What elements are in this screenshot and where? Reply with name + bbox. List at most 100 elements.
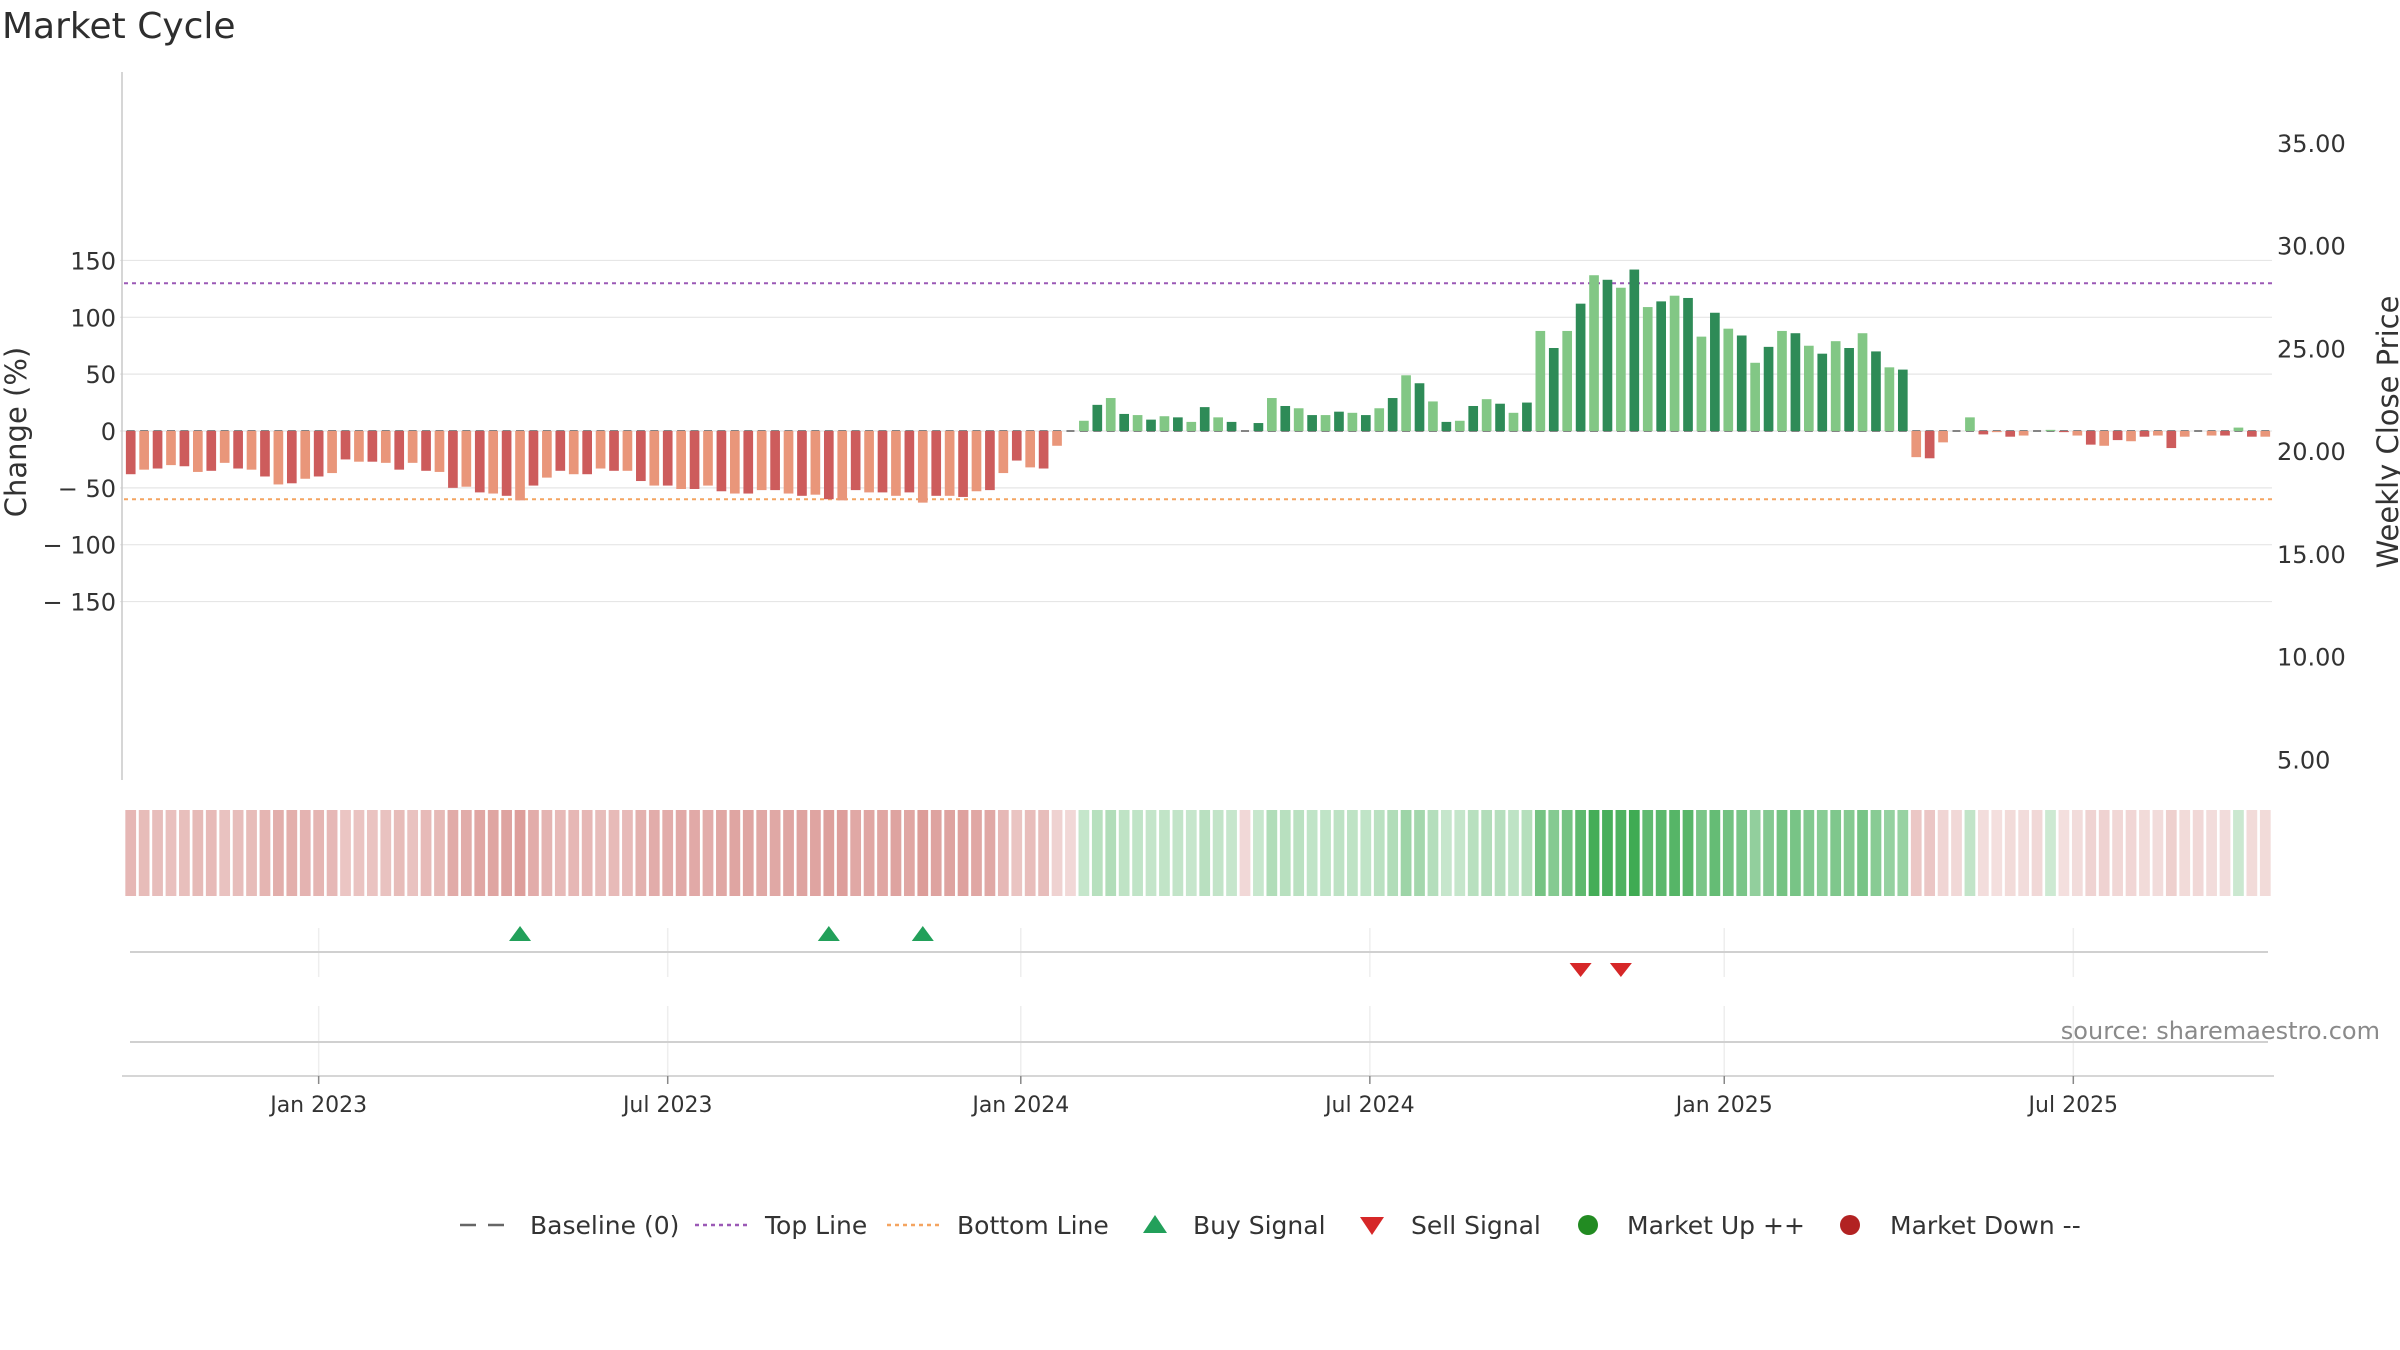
- left-tick-label: 0: [101, 418, 116, 446]
- change-bar: [622, 431, 633, 471]
- heat-cell: [1481, 810, 1493, 896]
- change-bar: [1763, 346, 1774, 431]
- change-bar: [166, 431, 176, 466]
- heat-cell: [1159, 810, 1170, 896]
- right-axis-ticks: 35.00 30.00 25.00 20.00 15.00 10.00 5.00: [2277, 130, 2346, 775]
- heat-cell: [622, 810, 633, 896]
- change-bar: [340, 431, 351, 460]
- heat-cell: [1293, 810, 1305, 896]
- sell-signal-marker: [1609, 963, 1632, 977]
- change-bar: [1924, 431, 1935, 459]
- bars: [125, 269, 2271, 503]
- heat-cell: [1132, 810, 1143, 896]
- heat-cell: [1427, 810, 1439, 896]
- heat-cell: [1843, 810, 1855, 896]
- legend-swatch-market-down-icon: [1840, 1215, 1860, 1235]
- heat-cell: [2192, 810, 2204, 896]
- change-bar: [367, 431, 378, 462]
- right-tick-label: 15.00: [2277, 541, 2346, 569]
- heat-cell: [1145, 810, 1157, 896]
- heat-cell: [957, 810, 969, 896]
- heat-cell: [528, 810, 539, 896]
- change-bar: [2153, 431, 2163, 436]
- heat-cell: [2058, 810, 2070, 896]
- change-bar: [1428, 401, 1438, 431]
- change-bar: [595, 431, 606, 469]
- heat-cell: [1360, 810, 1372, 896]
- heat-cell: [1400, 810, 1412, 896]
- change-bar: [944, 431, 955, 496]
- heat-cell: [1347, 810, 1358, 896]
- change-bar: [1159, 416, 1170, 431]
- change-bar: [515, 431, 525, 501]
- buy-signal-marker: [817, 926, 840, 941]
- change-bar: [1105, 398, 1116, 431]
- heat-cell: [850, 810, 862, 896]
- heat-cell: [1091, 810, 1103, 896]
- heat-cell: [1508, 810, 1519, 896]
- change-bar: [528, 431, 539, 486]
- heat-cell: [1615, 810, 1627, 896]
- date-tick-label: Jul 2024: [1323, 1093, 1415, 1118]
- heat-cell: [1440, 810, 1452, 896]
- change-bar: [1079, 420, 1089, 431]
- change-bar: [1844, 348, 1854, 431]
- heat-cell: [2152, 810, 2164, 896]
- heat-cell: [1414, 810, 1425, 896]
- legend-item-baseline: Baseline (0): [460, 1211, 679, 1240]
- heat-cell: [1065, 810, 1076, 896]
- change-bar: [1025, 431, 1036, 468]
- change-bar: [783, 431, 794, 494]
- heat-cell: [447, 810, 459, 896]
- heat-cell: [1078, 810, 1090, 896]
- change-bar: [2059, 431, 2069, 433]
- heat-cell: [138, 810, 150, 896]
- heat-cell: [2004, 810, 2016, 896]
- heat-cell: [1548, 810, 1560, 896]
- cycle-heat-strip: [125, 810, 2271, 896]
- right-tick-label: 30.00: [2277, 233, 2346, 261]
- change-bar: [139, 431, 149, 470]
- heat-cell: [273, 810, 284, 896]
- change-bar: [582, 431, 592, 475]
- change-bar: [998, 431, 1009, 474]
- heat-cell: [1185, 810, 1197, 896]
- legend-label: Market Up ++: [1627, 1211, 1805, 1240]
- change-bar: [1830, 341, 1841, 431]
- heat-cell: [1736, 810, 1748, 896]
- heat-cell: [2071, 810, 2083, 896]
- change-bar: [756, 431, 767, 491]
- buy-signal-marker: [911, 926, 934, 941]
- heat-cell: [662, 810, 674, 896]
- heat-cell: [2259, 810, 2271, 896]
- change-bar: [1226, 421, 1237, 431]
- change-bar: [1038, 431, 1049, 469]
- heat-cell: [1628, 810, 1640, 896]
- change-bar: [1871, 351, 1881, 431]
- change-bar: [917, 431, 928, 503]
- change-bar: [1173, 417, 1183, 431]
- heat-cell: [1884, 810, 1895, 896]
- heat-cell: [1602, 810, 1613, 896]
- heat-cell: [1991, 810, 2003, 896]
- heat-cell: [1105, 810, 1117, 896]
- change-bar: [1186, 421, 1197, 431]
- change-bar: [2126, 431, 2136, 442]
- legend-label: Market Down --: [1890, 1211, 2081, 1240]
- change-bar: [474, 431, 485, 493]
- change-bar: [1884, 367, 1895, 431]
- legend-swatch-buy-icon: [1143, 1215, 1167, 1233]
- legend-swatch-sell-icon: [1360, 1217, 1384, 1235]
- heat-cell: [420, 810, 432, 896]
- change-bar: [1535, 330, 1546, 431]
- date-tick-label: Jan 2023: [268, 1093, 367, 1118]
- change-bar: [609, 431, 619, 471]
- heat-cell: [1024, 810, 1036, 896]
- change-bar: [1991, 431, 2002, 433]
- heat-cell: [380, 810, 392, 896]
- change-bar: [1092, 404, 1103, 431]
- heat-cell: [2219, 810, 2231, 896]
- change-bar: [421, 431, 431, 471]
- change-bar: [2072, 431, 2083, 436]
- heat-cell: [1239, 810, 1251, 896]
